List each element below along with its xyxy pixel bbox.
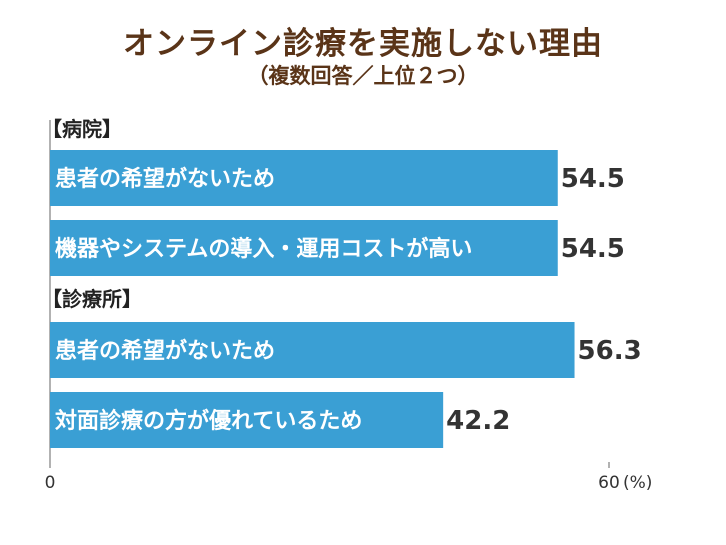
data-label: 54.5 <box>561 164 625 194</box>
bar <box>50 392 444 448</box>
x-tick-label: 60 <box>598 473 620 493</box>
bar <box>50 322 575 378</box>
data-label: 56.3 <box>578 336 642 366</box>
bar-label: 患者の希望がないため <box>55 166 275 192</box>
chart-title: オンライン診療を実施しない理由 <box>123 26 603 62</box>
bar <box>50 220 558 276</box>
bar-label: 患者の希望がないため <box>55 338 275 364</box>
bar-label: 機器やシステムの導入・運用コストが高い <box>55 236 472 262</box>
group-label: 【病院】 <box>42 117 122 141</box>
data-label: 54.5 <box>561 234 625 264</box>
group-label: 【診療所】 <box>42 287 142 311</box>
chart-subtitle: （複数回答／上位２つ） <box>247 64 479 88</box>
x-tick-label: 0 <box>45 473 56 493</box>
data-label: 42.2 <box>446 406 510 436</box>
bar-label: 対面診療の方が優れているため <box>55 408 362 434</box>
bar <box>50 150 558 206</box>
x-unit-label: (%) <box>623 473 652 493</box>
